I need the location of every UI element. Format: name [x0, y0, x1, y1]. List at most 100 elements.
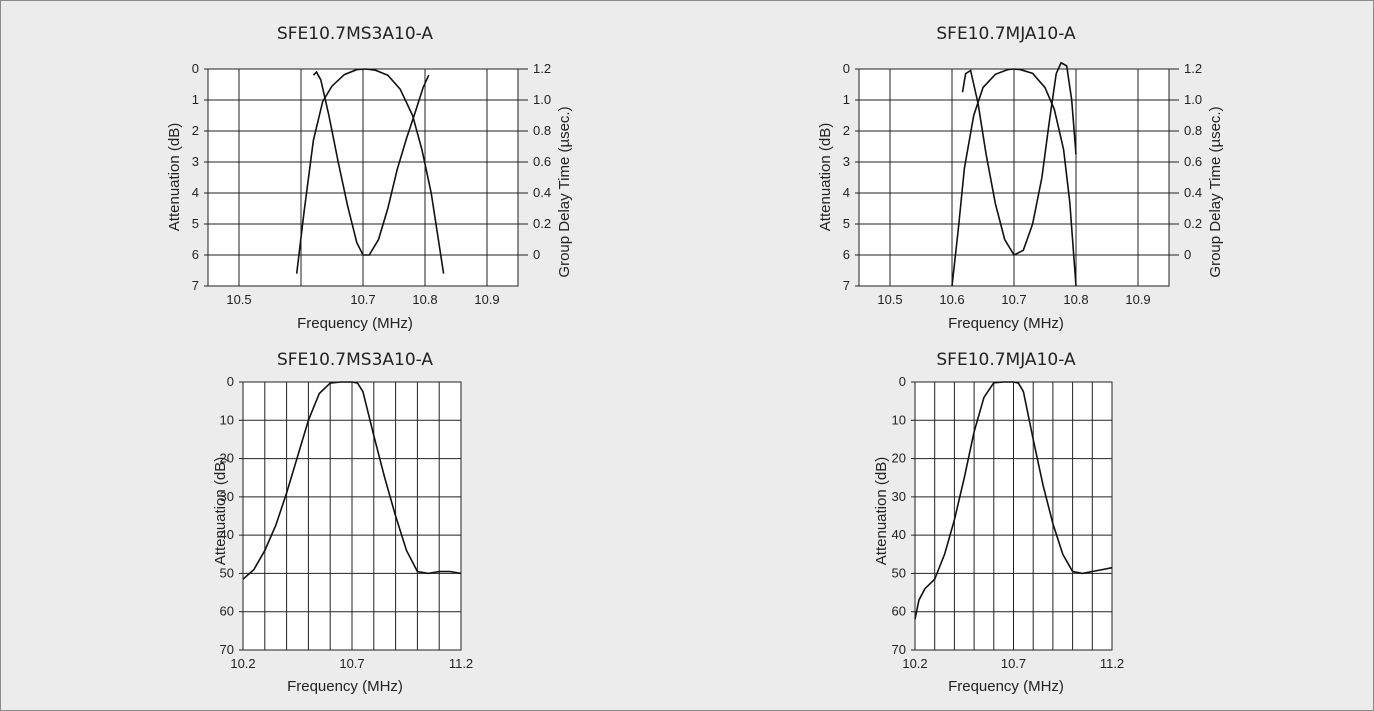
gridlines [915, 382, 1112, 650]
curves [295, 68, 445, 274]
chart-title: SFE10.7MJA10-A [936, 350, 1076, 370]
gridlines [859, 69, 1169, 286]
x-tick-label: 10.2 [230, 656, 255, 671]
y2-tick-label: 1.0 [1184, 92, 1202, 107]
attenuation-curve [951, 68, 1077, 287]
y2-tick-label: 0.8 [533, 123, 551, 138]
y-tick-label: 7 [843, 278, 850, 293]
curves [951, 61, 1077, 287]
group-delay-curve [312, 70, 430, 256]
x-axis-label: Frequency (MHz) [297, 315, 413, 332]
y-tick-label: 4 [192, 185, 199, 200]
y-tick-label: 2 [192, 123, 199, 138]
y-tick-label: 0 [227, 374, 234, 389]
y-axis-label: Attenuation (dB) [166, 123, 183, 231]
x-axis-ticks: 10.5 10.7 10.8 10.9 [226, 292, 499, 307]
x-tick-label: 10.9 [474, 292, 499, 307]
gridlines [208, 69, 518, 286]
y-axis-ticks: 0 10 20 30 40 50 60 70 [220, 374, 243, 657]
y-tick-label: 0 [843, 61, 850, 76]
y-tick-label: 30 [892, 489, 906, 504]
y2-tick-label: 0.6 [533, 154, 551, 169]
x-tick-label: 10.7 [339, 656, 364, 671]
y-axis-ticks: 0 10 20 30 40 50 60 70 [892, 374, 915, 657]
y-axis-label: Attenuation (dB) [817, 123, 834, 231]
y2-tick-label: 0.2 [1184, 216, 1202, 231]
x-tick-label: 11.2 [1100, 656, 1124, 671]
chart-ms3a10-group-delay: SFE10.7MS3A10-A 0 1 2 3 4 5 6 7 1.2 1.0 0.8 0.6 0.4… [166, 24, 573, 332]
y-tick-label: 60 [220, 604, 234, 619]
y-axis-label: Attenuation (dB) [873, 457, 890, 565]
y-tick-label: 10 [892, 412, 906, 427]
attenuation-curve [914, 381, 1113, 620]
y2-axis-ticks: 1.2 1.0 0.8 0.6 0.4 0.2 0 [1169, 61, 1202, 262]
y-tick-label: 3 [192, 154, 199, 169]
y-tick-label: 70 [892, 642, 906, 657]
y-axis-ticks: 0 1 2 3 4 5 6 7 [192, 61, 208, 293]
y-tick-label: 6 [843, 247, 850, 262]
gridlines [243, 382, 461, 650]
chart-mja10-group-delay: SFE10.7MJA10-A 0 1 2 3 4 5 6 7 1.2 1.0 0.8 0.6 0.4 0… [817, 24, 1224, 332]
y2-tick-label: 0 [1184, 247, 1191, 262]
y-tick-label: 1 [192, 92, 199, 107]
y-tick-label: 4 [843, 185, 850, 200]
x-axis-label: Frequency (MHz) [948, 315, 1064, 332]
curves [914, 381, 1113, 620]
y2-tick-label: 1.2 [1184, 61, 1202, 76]
y-tick-label: 50 [220, 565, 234, 580]
x-tick-label: 11.2 [449, 656, 473, 671]
y-tick-label: 20 [220, 451, 234, 466]
y-axis-ticks: 0 1 2 3 4 5 6 7 [843, 61, 859, 293]
x-axis-label: Frequency (MHz) [948, 678, 1064, 695]
y2-tick-label: 1.2 [533, 61, 551, 76]
x-tick-label: 10.7 [1001, 656, 1026, 671]
y-tick-label: 5 [192, 216, 199, 231]
x-tick-label: 10.5 [226, 292, 251, 307]
chart-ms3a10-wideband: SFE10.7MS3A10-A 0 10 20 30 40 50 60 70 10.2 10.7… [212, 350, 473, 695]
x-tick-label: 10.5 [877, 292, 902, 307]
x-tick-label: 10.8 [412, 292, 437, 307]
y2-tick-label: 0 [533, 247, 540, 262]
y-tick-label: 1 [843, 92, 850, 107]
y-tick-label: 3 [843, 154, 850, 169]
y2-axis-label: Group Delay Time (µsec.) [556, 106, 573, 277]
group-delay-curve [961, 61, 1077, 257]
y-tick-label: 60 [892, 604, 906, 619]
y2-tick-label: 0.4 [533, 185, 551, 200]
y2-axis-label: Group Delay Time (µsec.) [1207, 106, 1224, 277]
x-tick-label: 10.6 [939, 292, 964, 307]
y-tick-label: 5 [843, 216, 850, 231]
y-axis-label: Attenuation (dB) [212, 457, 229, 565]
y-tick-label: 30 [220, 489, 234, 504]
attenuation-curve [242, 381, 462, 580]
y-tick-label: 50 [892, 565, 906, 580]
y-tick-label: 7 [192, 278, 199, 293]
x-axis-ticks: 10.2 10.7 11.2 [902, 656, 1124, 671]
curves [242, 381, 462, 580]
x-tick-label: 10.9 [1125, 292, 1150, 307]
y-tick-label: 40 [220, 527, 234, 542]
y-tick-label: 40 [892, 527, 906, 542]
chart-title: SFE10.7MS3A10-A [277, 350, 433, 370]
y2-axis-ticks: 1.2 1.0 0.8 0.6 0.4 0.2 0 [518, 61, 551, 262]
y2-tick-label: 0.8 [1184, 123, 1202, 138]
y-tick-label: 2 [843, 123, 850, 138]
x-tick-label: 10.7 [1001, 292, 1026, 307]
chart-title: SFE10.7MS3A10-A [277, 24, 433, 44]
attenuation-curve [295, 68, 445, 274]
y2-tick-label: 0.4 [1184, 185, 1202, 200]
y-tick-label: 6 [192, 247, 199, 262]
x-axis-label: Frequency (MHz) [287, 678, 403, 695]
x-axis-ticks: 10.2 10.7 11.2 [230, 656, 473, 671]
y2-tick-label: 0.2 [533, 216, 551, 231]
y-tick-label: 20 [892, 451, 906, 466]
y2-tick-label: 0.6 [1184, 154, 1202, 169]
x-tick-label: 10.7 [350, 292, 375, 307]
x-axis-ticks: 10.5 10.6 10.7 10.8 10.9 [877, 292, 1150, 307]
y-tick-label: 10 [220, 412, 234, 427]
y2-tick-label: 1.0 [533, 92, 551, 107]
y-tick-label: 70 [220, 642, 234, 657]
y-tick-label: 0 [192, 61, 199, 76]
x-tick-label: 10.2 [902, 656, 927, 671]
